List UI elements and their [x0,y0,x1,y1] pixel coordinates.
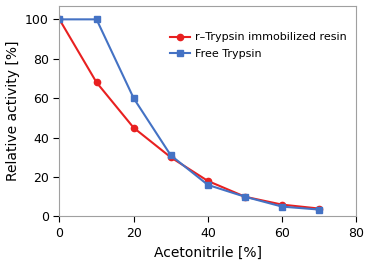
Y-axis label: Relative activity [%]: Relative activity [%] [6,41,20,181]
r–Trypsin immobilized resin [317,207,322,210]
Free Trypsin [131,97,136,100]
Free Trypsin [317,208,322,211]
Free Trypsin [280,205,285,208]
r–Trypsin immobilized resin [280,203,285,206]
Free Trypsin [94,18,99,21]
r–Trypsin immobilized resin [206,179,210,183]
Line: r–Trypsin immobilized resin: r–Trypsin immobilized resin [56,16,322,212]
Free Trypsin [169,154,173,157]
Line: Free Trypsin: Free Trypsin [56,16,323,213]
r–Trypsin immobilized resin [243,195,247,198]
r–Trypsin immobilized resin [169,156,173,159]
r–Trypsin immobilized resin [131,126,136,129]
Free Trypsin [57,18,62,21]
Free Trypsin [206,183,210,187]
Legend: r–Trypsin immobilized resin, Free Trypsin: r–Trypsin immobilized resin, Free Trypsi… [166,28,351,64]
Free Trypsin [243,195,247,198]
r–Trypsin immobilized resin [57,18,62,21]
X-axis label: Acetonitrile [%]: Acetonitrile [%] [154,245,262,259]
r–Trypsin immobilized resin [94,81,99,84]
